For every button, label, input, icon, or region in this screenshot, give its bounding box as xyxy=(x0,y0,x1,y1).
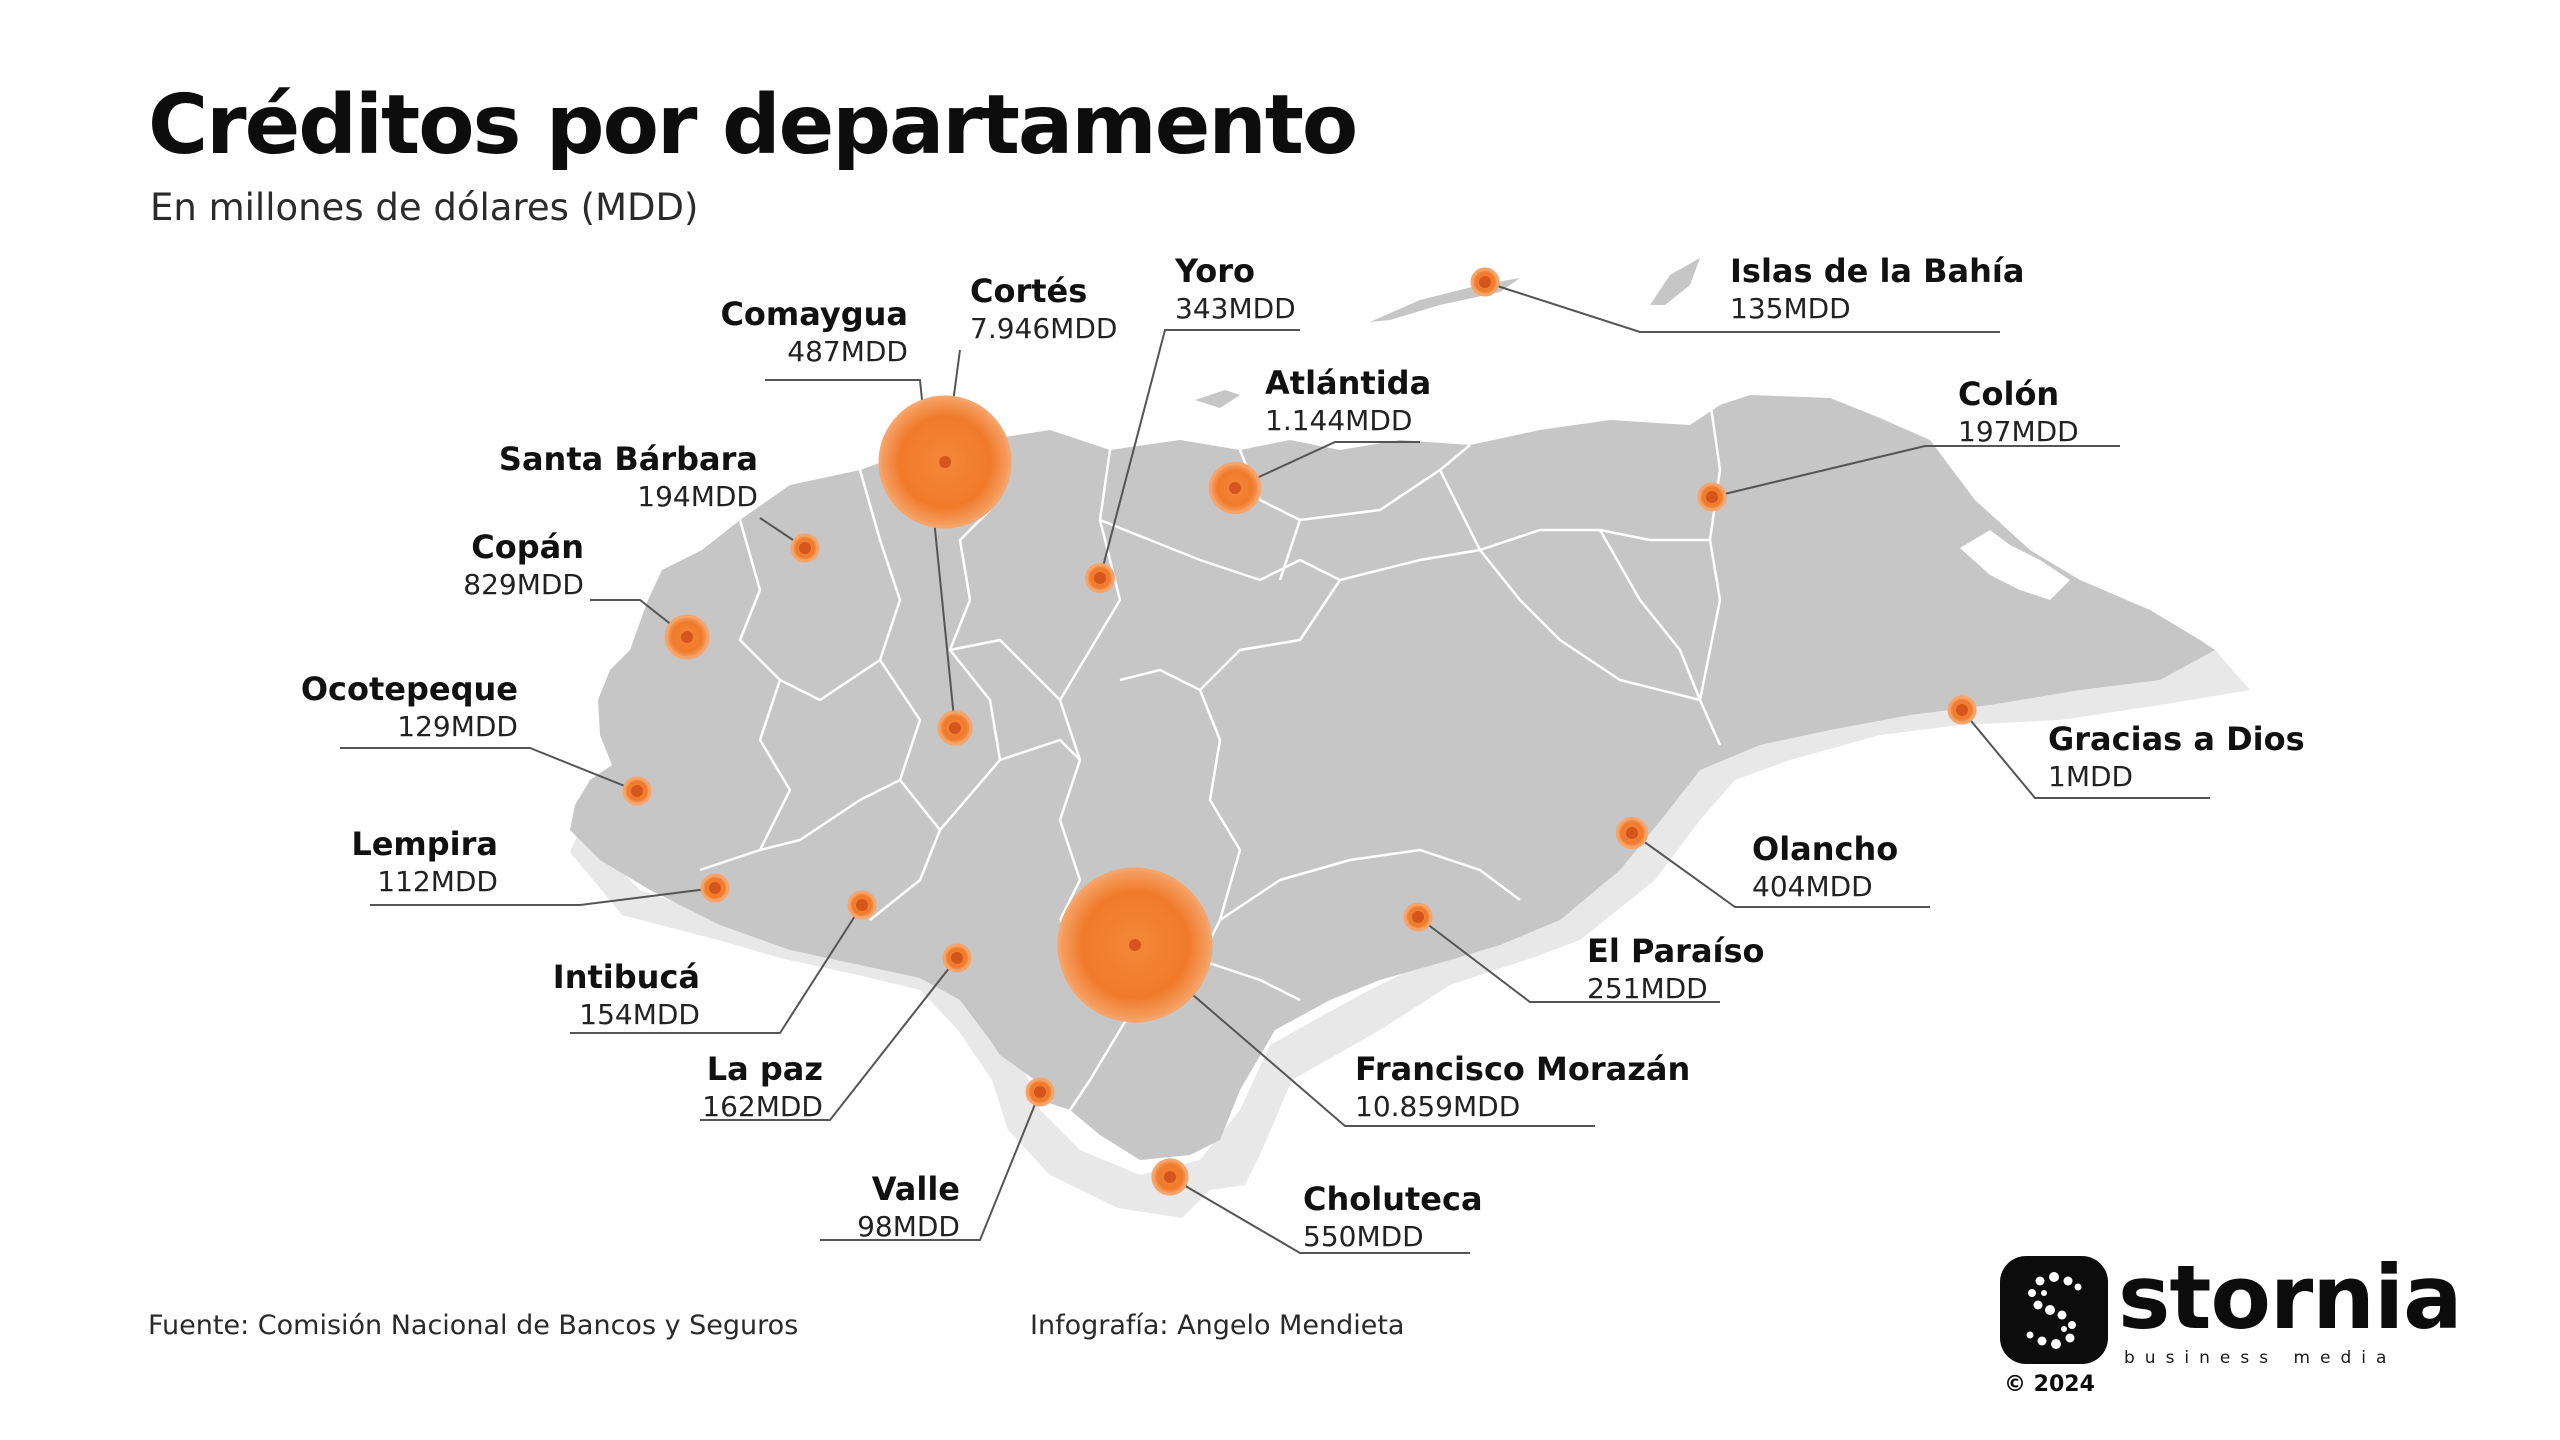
label-name-intibuca: Intibucá xyxy=(553,958,700,996)
label-name-islas-de-la-bahia: Islas de la Bahía xyxy=(1730,252,2024,290)
label-value-yoro: 343MDD xyxy=(1175,292,1296,325)
leader-line-el-paraiso xyxy=(1417,916,1720,1003)
leader-line-ocotepeque xyxy=(340,747,638,792)
label-value-ocotepeque: 129MDD xyxy=(397,710,518,743)
label-name-olancho: Olancho xyxy=(1752,830,1898,868)
bubble-center-la-paz xyxy=(951,952,963,964)
caratasca-lagoon xyxy=(1960,530,2070,600)
label-name-la-paz: La paz xyxy=(707,1050,823,1088)
land xyxy=(570,395,2215,1160)
label-value-el-paraiso: 251MDD xyxy=(1587,972,1708,1005)
label-name-el-paraiso: El Paraíso xyxy=(1587,932,1765,970)
leader-line-gracias xyxy=(1961,709,2210,799)
label-value-valle: 98MDD xyxy=(857,1210,960,1243)
bubble-center-ocotepeque xyxy=(631,785,643,797)
bubble-center-francisco-morazan xyxy=(1129,939,1141,951)
label-name-colon: Colón xyxy=(1958,375,2059,413)
label-value-atlantida: 1.144MDD xyxy=(1265,404,1412,437)
label-value-comaygua: 487MDD xyxy=(787,335,908,368)
label-name-choluteca: Choluteca xyxy=(1303,1180,1483,1218)
label-name-cortes: Cortés xyxy=(970,272,1087,310)
bubble-center-islas-de-la-bahia xyxy=(1479,276,1491,288)
label-name-atlantida: Atlántida xyxy=(1265,364,1431,402)
source-note: Fuente: Comisión Nacional de Bancos y Se… xyxy=(148,1310,799,1341)
label-name-santa-barbara: Santa Bárbara xyxy=(499,440,758,478)
label-name-copan: Copán xyxy=(471,528,584,566)
bubble-center-santa-barbara xyxy=(799,542,811,554)
label-value-islas-de-la-bahia: 135MDD xyxy=(1730,292,1851,325)
label-value-santa-barbara: 194MDD xyxy=(637,480,758,513)
bubble-center-valle xyxy=(1034,1086,1046,1098)
islas-east xyxy=(1650,258,1700,305)
label-value-cortes: 7.946MDD xyxy=(970,312,1117,345)
bubble-center-cortes xyxy=(939,456,951,468)
label-value-olancho: 404MDD xyxy=(1752,870,1873,903)
bubble-center-lempira xyxy=(709,882,721,894)
brand-logo: stornia business media © 2024 xyxy=(2000,1246,2462,1397)
leader-line-intibuca xyxy=(570,904,863,1034)
label-value-lempira: 112MDD xyxy=(377,865,498,898)
leader-line-islas xyxy=(1484,281,2000,333)
bubble-center-gracias-a-dios xyxy=(1956,704,1968,716)
bubble-center-yoro xyxy=(1094,572,1106,584)
stornia-logo-icon xyxy=(2000,1256,2108,1364)
label-value-colon: 197MDD xyxy=(1958,415,2079,448)
land-shadow xyxy=(570,650,2250,1218)
cayos-cochinos xyxy=(1195,390,1240,408)
bubble-center-copan xyxy=(681,631,693,643)
label-name-yoro: Yoro xyxy=(1174,252,1255,290)
brand-copyright: © 2024 xyxy=(2004,1372,2095,1397)
label-name-valle: Valle xyxy=(872,1170,960,1208)
leader-line-yoro xyxy=(1099,329,1300,579)
leader-line-francisco-morazan xyxy=(1134,944,1595,1127)
label-name-francisco-morazan: Francisco Morazán xyxy=(1355,1050,1690,1088)
bubble-center-intibuca xyxy=(856,899,868,911)
label-value-la-paz: 162MDD xyxy=(702,1090,823,1123)
label-value-francisco-morazan: 10.859MDD xyxy=(1355,1090,1520,1123)
leader-line-valle xyxy=(820,1091,1041,1241)
bubbles xyxy=(622,267,1977,1196)
brand-name: stornia xyxy=(2118,1246,2462,1349)
label-value-copan: 829MDD xyxy=(463,568,584,601)
bubble-center-comaygua xyxy=(949,722,961,734)
label-name-ocotepeque: Ocotepeque xyxy=(301,670,518,708)
leader-line-lempira xyxy=(370,887,716,906)
label-value-intibuca: 154MDD xyxy=(579,998,700,1031)
label-value-gracias-a-dios: 1MDD xyxy=(2048,760,2133,793)
credit-note: Infografía: Angelo Mendieta xyxy=(1030,1310,1405,1341)
label-value-choluteca: 550MDD xyxy=(1303,1220,1424,1253)
page-title: Créditos por departamento xyxy=(148,78,1358,173)
leader-line-olancho xyxy=(1631,832,1930,908)
bubble-center-el-paraiso xyxy=(1412,911,1424,923)
leader-lines xyxy=(340,281,2210,1254)
leader-line-choluteca xyxy=(1169,1176,1470,1254)
brand-tagline: business media xyxy=(2124,1348,2397,1368)
bubble-center-colon xyxy=(1706,491,1718,503)
label-name-gracias-a-dios: Gracias a Dios xyxy=(2048,720,2305,758)
bubble-center-choluteca xyxy=(1164,1171,1176,1183)
leader-line-colon xyxy=(1711,445,2120,498)
page-subtitle: En millones de dólares (MDD) xyxy=(150,186,699,229)
bubble-center-olancho xyxy=(1626,827,1638,839)
leader-line-la-paz xyxy=(700,957,958,1121)
department-borders xyxy=(699,399,1722,1111)
leader-line-atlantida xyxy=(1234,441,1420,489)
label-name-lempira: Lempira xyxy=(351,825,498,863)
label-name-comaygua: Comaygua xyxy=(720,295,908,333)
bubble-center-atlantida xyxy=(1229,482,1241,494)
leader-line-comaygua xyxy=(765,379,956,729)
